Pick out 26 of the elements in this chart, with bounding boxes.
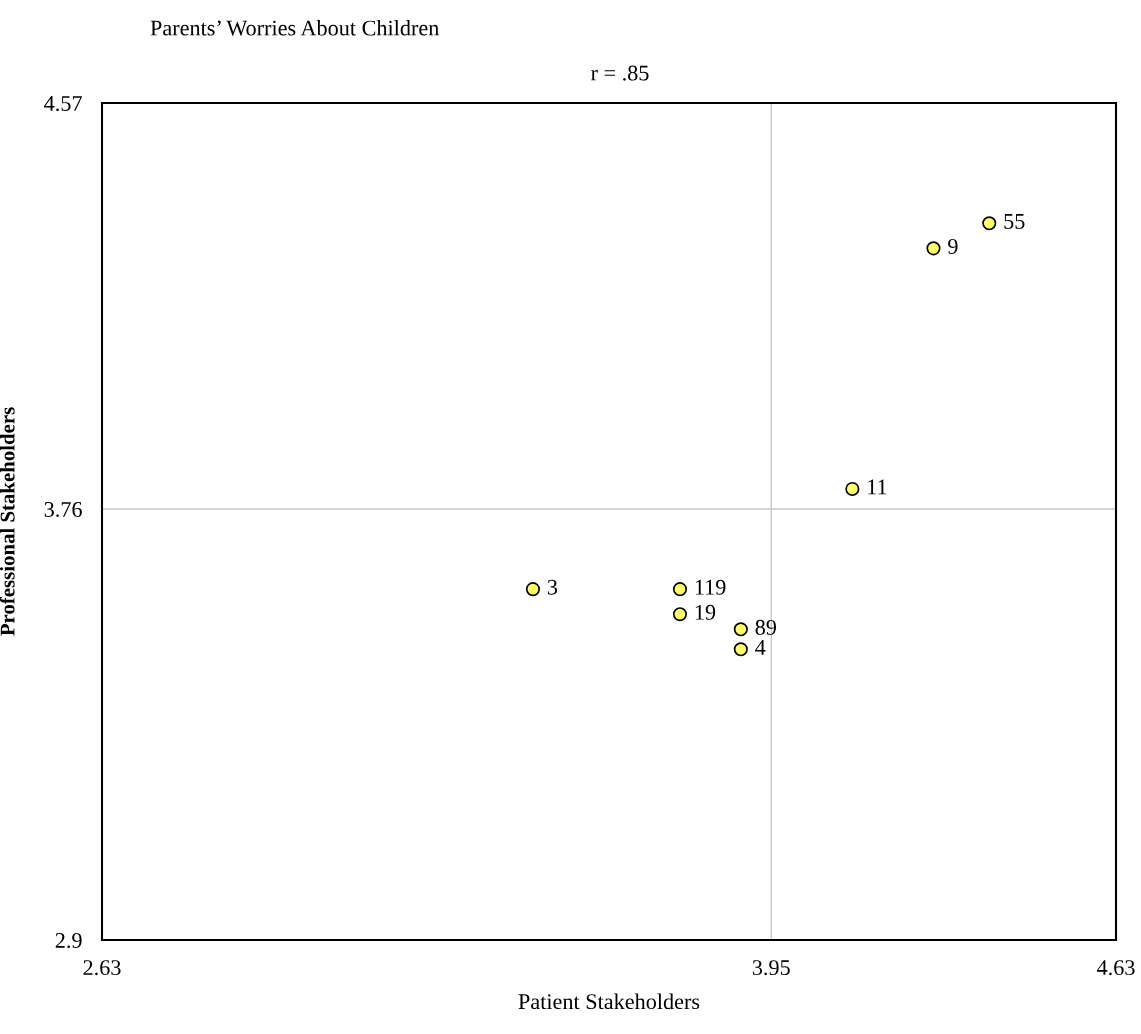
chart-title: Parents’ Worries About Children — [150, 19, 440, 36]
annotation: 11 — [868, 479, 887, 495]
point — [982, 216, 997, 231]
annotation: 19 — [695, 604, 716, 620]
point — [733, 622, 748, 637]
annotation: 55 — [1004, 214, 1025, 229]
point — [525, 582, 540, 597]
point — [845, 481, 860, 496]
annotation: 9 — [948, 238, 958, 254]
x-tick-label: 4.63 — [1096, 960, 1135, 976]
y-tick-label: 4.57 — [44, 96, 82, 112]
x-tick-label: 2.63 — [83, 960, 121, 976]
point — [672, 607, 688, 622]
y-axis-title: Professional Stakeholders — [0, 407, 15, 636]
point — [926, 241, 941, 256]
point — [733, 642, 748, 657]
point — [672, 582, 688, 597]
x-tick-label: 3.95 — [752, 960, 790, 976]
annotation: 3 — [547, 579, 558, 595]
annotation: 89 — [755, 619, 777, 635]
y-tick-label: 2.9 — [55, 932, 82, 949]
x-axis-title: Patient Stakeholders — [518, 993, 700, 1010]
y-tick-label: 3.76 — [44, 501, 82, 517]
annotation: 119 — [695, 579, 726, 595]
annotation: 4 — [755, 640, 766, 655]
chart-subtitle: r = .85 — [591, 65, 649, 81]
